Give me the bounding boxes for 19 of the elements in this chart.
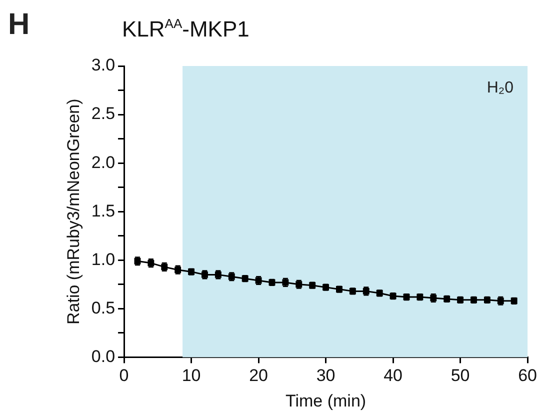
y-tick-label: 1.0 (91, 250, 116, 269)
x-tick-label: 40 (384, 366, 402, 386)
y-tick-label: 1.5 (91, 201, 116, 220)
x-tick-label: 0 (119, 366, 129, 386)
y-tick-label: 2.5 (91, 104, 116, 124)
x-tick-label: 10 (182, 366, 201, 386)
y-tick-label: 2.0 (91, 152, 116, 172)
chart-title: KLR$^{AA}$-MKP1 (122, 16, 250, 42)
x-tick-label: 20 (249, 366, 268, 386)
x-tick-label: 30 (316, 366, 336, 386)
band-label: H₂0 (486, 79, 514, 96)
text: H (8, 8, 30, 42)
x-tick-label: 50 (450, 366, 470, 386)
x-tick-label: 60 (518, 366, 538, 386)
y-tick-label: 3.0 (91, 56, 116, 75)
y-tick-label: 0.0 (91, 346, 116, 366)
y-tick-label: 0.5 (91, 298, 116, 318)
x-axis-title: Time (min) (285, 391, 366, 410)
y-axis-title: Ratio (mRuby3/mNeonGreen) (64, 98, 83, 325)
